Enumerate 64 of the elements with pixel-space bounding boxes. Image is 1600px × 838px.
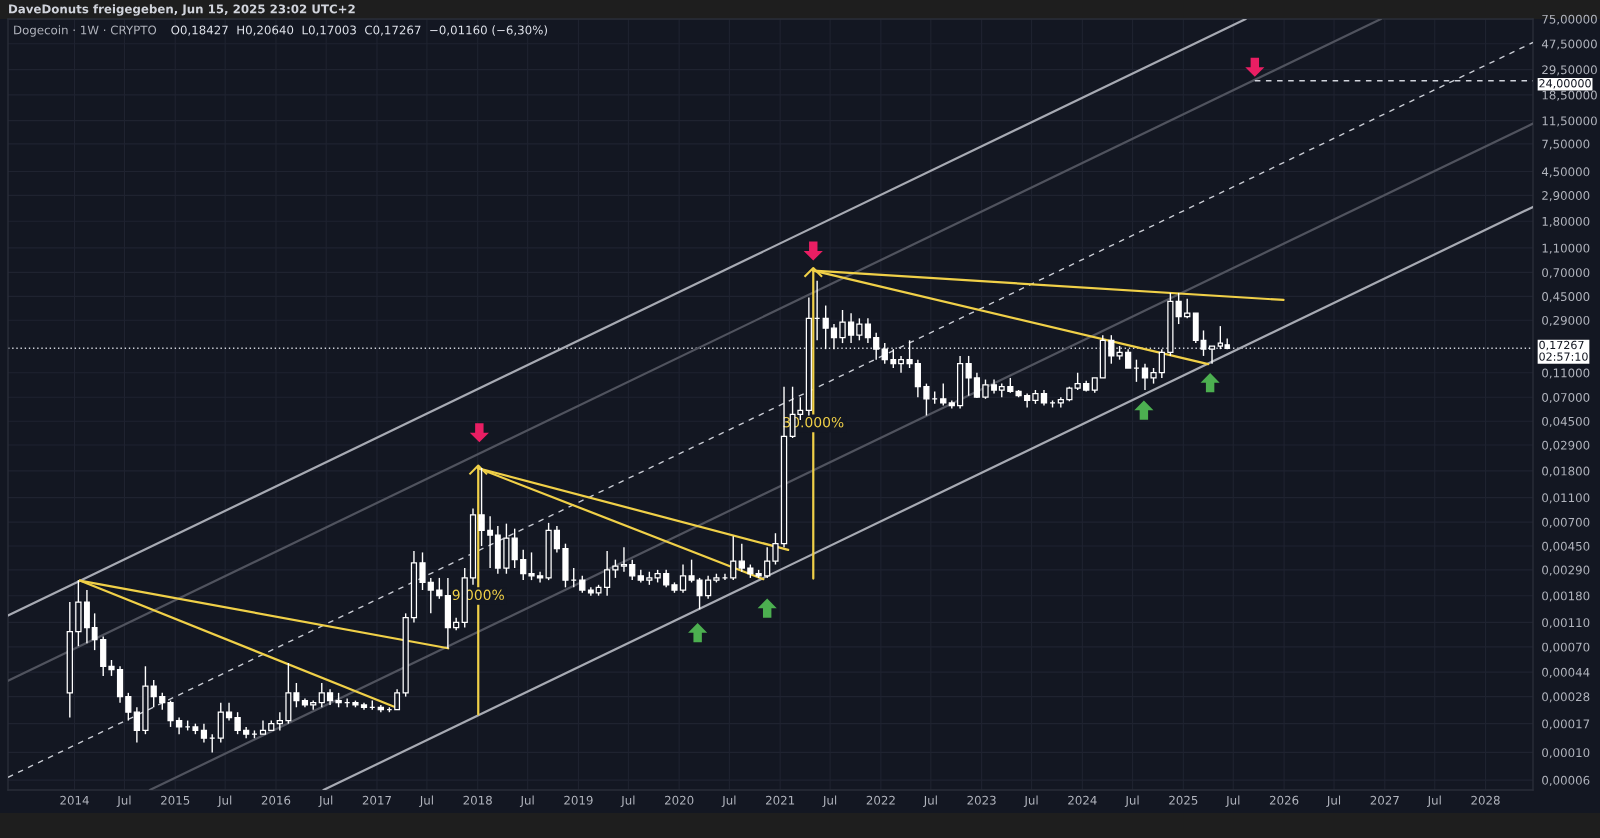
chart-subtitle: O0,18427 H0,20640 L0,17003 C0,17267 −0,01160 (−6,30%) (171, 25, 547, 36)
x-tick-label: 2022 (866, 795, 895, 805)
y-tick-label: 1,80000 (1542, 216, 1590, 228)
x-tick-label: Jul (318, 795, 333, 807)
y-tick-label: 0,11000 (1542, 368, 1590, 379)
y-tick-label: 0,00180 (1542, 591, 1590, 602)
x-tick-label: 2014 (60, 795, 89, 805)
x-tick-label: Jul (1023, 795, 1038, 807)
x-tick-label: 2021 (766, 795, 795, 805)
x-tick-label: 2023 (967, 795, 996, 805)
x-tick-label: 2018 (463, 795, 492, 805)
y-tick-label: 29,50000 (1542, 65, 1597, 76)
x-tick-label: 2028 (1471, 795, 1500, 805)
x-tick-label: Jul (116, 795, 131, 807)
y-tick-label: 0,70000 (1542, 268, 1590, 279)
y-tick-label: 4,50000 (1541, 167, 1590, 178)
y-tick-label: 11,50000 (1542, 116, 1597, 127)
x-tick-label: Jul (419, 795, 433, 807)
y-tick-label: 0,00006 (1542, 775, 1590, 786)
y-tick-label: 0,00450 (1542, 541, 1590, 552)
y-tick-label: 18,50000 (1542, 90, 1597, 101)
text: Dogecoin · 1W · CRYPTO (14, 25, 157, 37)
x-tick-label: Jul (1326, 795, 1341, 807)
x-tick-label: 2024 (1068, 795, 1097, 805)
y-tick-label: 75,00000 (1542, 14, 1597, 25)
y-tick-label: 7,50000 (1542, 139, 1590, 150)
y-tick-label: 1,10000 (1542, 243, 1590, 254)
y-tick-label: 0,00044 (1542, 667, 1590, 678)
x-tick-label: 2026 (1269, 795, 1299, 805)
y-tick-label: 0,00110 (1542, 618, 1590, 629)
y-tick-label: 2,90000 (1542, 191, 1590, 202)
x-tick-label: Jul (1427, 795, 1441, 807)
y-tick-label: 0,07000 (1542, 392, 1590, 404)
x-tick-label: Jul (1225, 795, 1240, 807)
data-label: 24,00000 (1539, 79, 1591, 89)
x-tick-label: Jul (217, 795, 232, 807)
y-tick-label: 0,01100 (1542, 493, 1590, 504)
x-tick-label: Jul (923, 795, 937, 807)
x-tick-label: 2020 (665, 795, 694, 805)
x-tick-label: Jul (519, 795, 534, 807)
y-tick-label: 0,00290 (1542, 565, 1590, 576)
y-tick-label: 0,01800 (1542, 466, 1590, 477)
x-tick-label: Jul (620, 795, 635, 807)
x-tick-label: 2019 (564, 795, 593, 805)
y-tick-label: 0,29000 (1542, 315, 1590, 327)
ref-line-label: 0,17267 02:57:10 (1539, 340, 1588, 361)
x-tick-label: 2027 (1370, 795, 1399, 805)
x-tick-label: 2015 (161, 795, 190, 805)
y-tick-label: 0,00070 (1542, 642, 1590, 653)
x-tick-label: 2017 (362, 795, 391, 805)
y-tick-label: 0,00700 (1542, 517, 1590, 528)
text: DaveDonuts freigegeben, Jun 15, 2025 23:02 UTC+2 (9, 4, 355, 16)
x-tick-label: Jul (721, 795, 736, 807)
y-tick-label: 0,04500 (1542, 416, 1590, 428)
y-tick-label: 0,00028 (1542, 692, 1590, 703)
x-tick-label: 2025 (1169, 795, 1198, 805)
y-tick-label: 0,45000 (1542, 292, 1590, 303)
x-tick-label: Jul (822, 795, 837, 807)
x-tick-label: Jul (1124, 795, 1139, 807)
y-tick-label: 0,02900 (1542, 440, 1590, 451)
y-tick-label: 0,00017 (1542, 719, 1590, 730)
x-tick-label: 2016 (261, 795, 291, 805)
y-tick-label: 47,50000 (1541, 39, 1597, 50)
y-tick-label: 0,00010 (1542, 748, 1590, 759)
